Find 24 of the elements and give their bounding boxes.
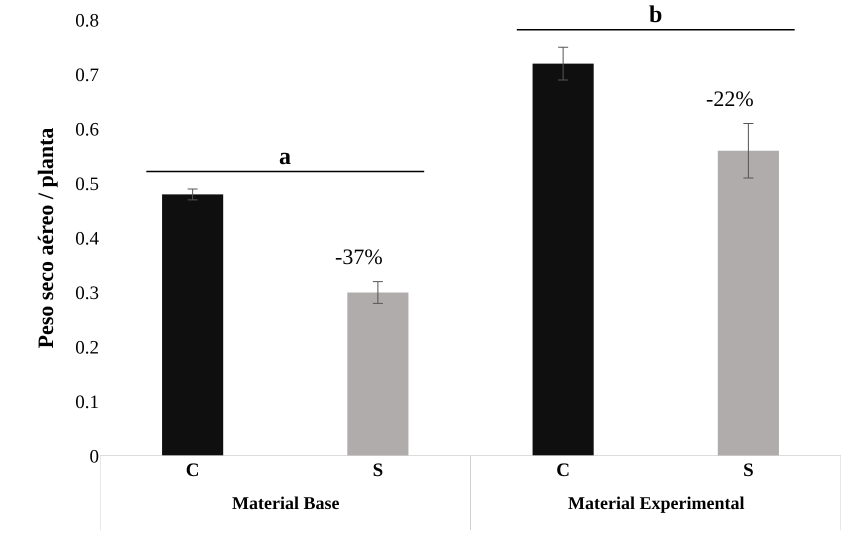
x-tick-label: C	[186, 460, 200, 481]
y-tick-label: 0.5	[75, 174, 99, 196]
x-tick-label: C	[556, 460, 570, 481]
y-tick-label: 0	[90, 446, 99, 468]
x-tick-label: S	[372, 460, 384, 481]
y-tick-label: 0.8	[75, 10, 99, 32]
text: Material Experimental	[568, 493, 744, 513]
bar	[532, 64, 594, 456]
annotation: -22%	[706, 86, 754, 111]
annotation: b	[649, 2, 662, 28]
x-tick-label: S	[743, 460, 754, 481]
bar	[347, 292, 408, 456]
text: Material Base	[232, 493, 340, 513]
bar	[718, 150, 779, 456]
y-tick-label: 0.7	[75, 65, 99, 86]
y-tick-label: 0.2	[75, 338, 99, 359]
y-tick-label: 0.3	[75, 283, 99, 304]
y-tick-label: 0.6	[75, 120, 99, 141]
bar	[162, 194, 224, 456]
annotation: a	[279, 144, 291, 170]
y-tick-label: 0.4	[75, 228, 100, 250]
annotation: -37%	[335, 244, 383, 269]
y-axis-title: Peso seco aéreo / planta	[33, 128, 58, 348]
y-tick-label: 0.1	[75, 392, 99, 414]
